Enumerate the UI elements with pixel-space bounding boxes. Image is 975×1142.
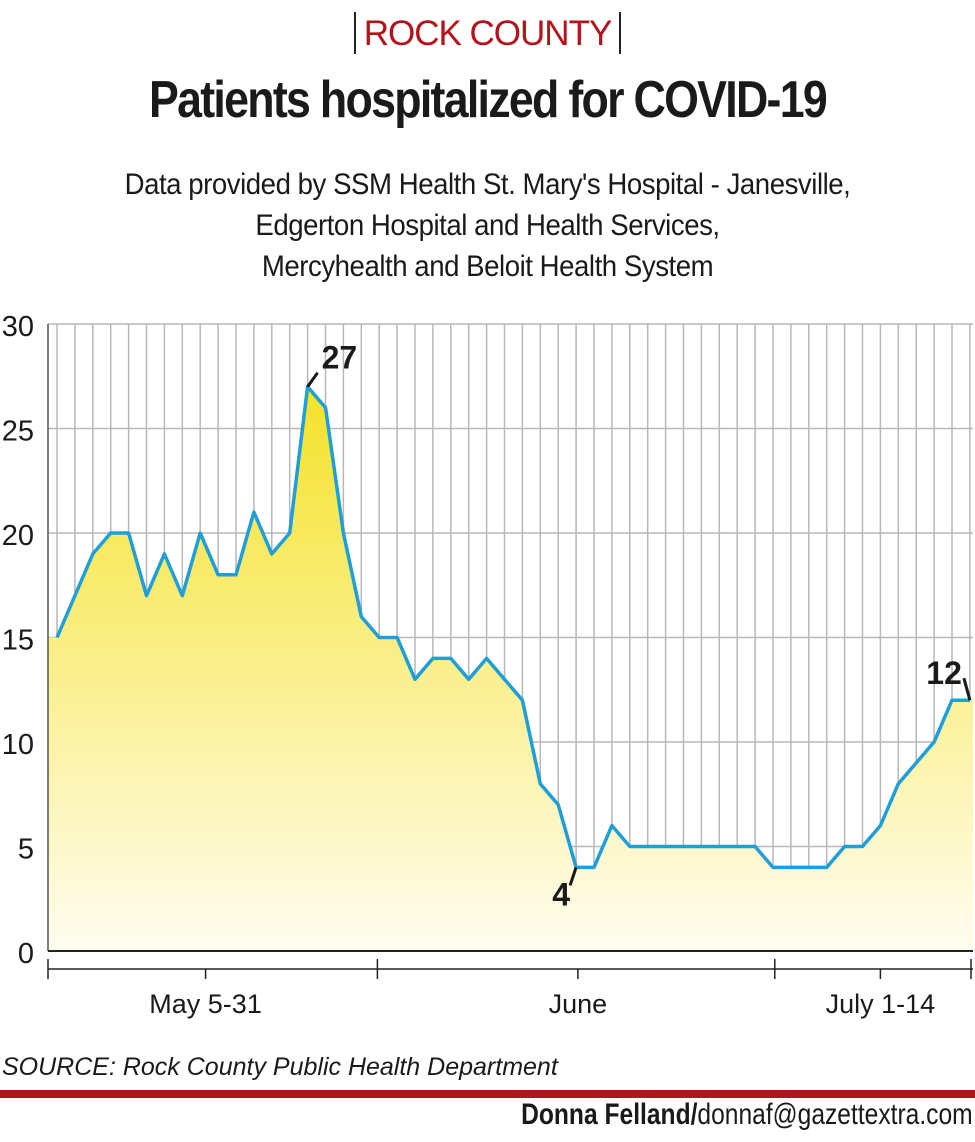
y-tick-label: 20: [2, 520, 34, 552]
kicker-wrap: ROCK COUNTY: [0, 12, 975, 54]
data-line: [55, 384, 970, 870]
area-fill: [48, 386, 973, 951]
x-period-label: June: [549, 989, 608, 1019]
annotation-leader: [568, 866, 578, 886]
subtitle-line: Mercyhealth and Beloit Health System: [261, 250, 714, 283]
author-email[interactable]: donnaf@gazettextra.com: [697, 1098, 973, 1131]
covid-hospitalization-chart: 0 5 10 15 20 25 30 May 5-31 June July 1-14 27 4 12: [2, 311, 973, 1019]
annotation-label: 27: [322, 340, 358, 376]
subtitle-line: Data provided by SSM Health St. Mary's H…: [124, 168, 851, 201]
chart-subtitle: Data provided by SSM Health St. Mary's H…: [0, 164, 975, 287]
chart-title: Patients hospitalized for COVID-19: [148, 71, 828, 129]
area-layer: [48, 384, 973, 951]
y-tick-label: 30: [2, 311, 34, 343]
annotation-leader: [962, 677, 972, 701]
author-name: Donna Felland/: [521, 1098, 698, 1131]
x-period-label: July 1-14: [826, 989, 936, 1019]
x-period-label: May 5-31: [149, 989, 262, 1019]
annotation-label: 4: [552, 876, 570, 912]
source-note: SOURCE: Rock County Public Health Depart…: [2, 1053, 558, 1081]
y-tick-label: 25: [2, 416, 34, 448]
footer-rule: [0, 1090, 975, 1098]
annotation-leader: [306, 371, 319, 388]
y-tick-label: 0: [18, 938, 34, 970]
byline: Donna Felland/donnaf@gazettextra.com: [521, 1098, 973, 1132]
kicker: ROCK COUNTY: [353, 12, 622, 54]
y-tick-label: 15: [2, 625, 34, 657]
y-tick-label: 5: [18, 834, 34, 866]
labels: 0 5 10 15 20 25 30 May 5-31 June July 1-14 27 4 12: [2, 311, 972, 1019]
subtitle-line: Edgerton Hospital and Health Services,: [255, 209, 720, 242]
y-tick-label: 10: [2, 729, 34, 761]
annotation-label: 12: [926, 655, 962, 691]
axes: [47, 324, 973, 979]
